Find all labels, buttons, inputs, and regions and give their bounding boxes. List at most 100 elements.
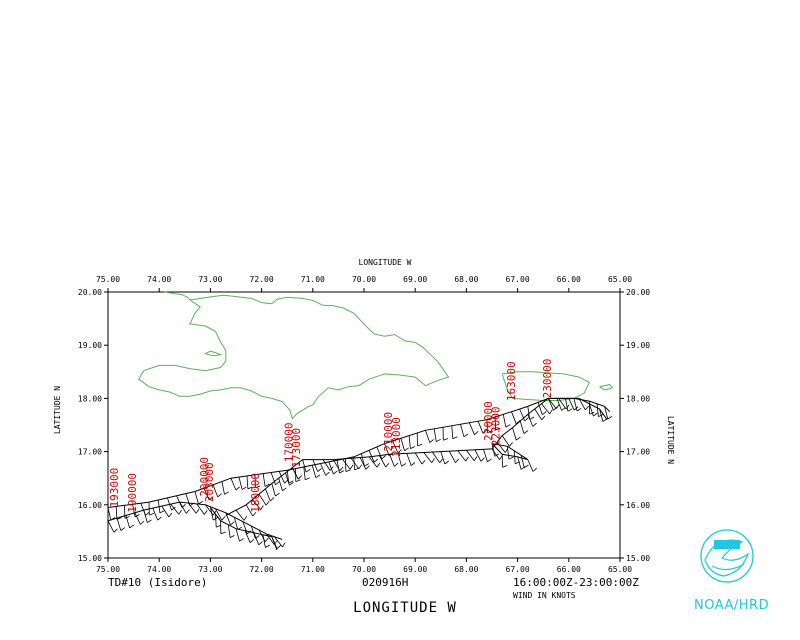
x-tick-label-bottom: 74.00	[147, 565, 171, 574]
wind-barb-feather	[436, 438, 441, 442]
wind-barb	[238, 476, 243, 490]
wind-barb	[203, 488, 210, 501]
wind-barb	[512, 427, 517, 441]
wind-barb	[397, 453, 402, 467]
wind-barb-feather	[487, 430, 493, 434]
wind-barb	[541, 403, 550, 415]
wind-barb	[235, 528, 240, 542]
wind-barb	[341, 458, 351, 470]
wind-barb-feather	[221, 516, 226, 521]
wind-barb	[345, 458, 347, 472]
wind-barb	[252, 499, 262, 510]
wind-barb-feather	[421, 459, 426, 465]
wind-barb-feather	[241, 486, 247, 490]
wind-barb-feather	[376, 462, 381, 468]
wind-barb	[596, 403, 599, 417]
wind-barb	[474, 449, 482, 462]
wind-barb-feather	[523, 430, 529, 434]
wind-barb-feather	[381, 455, 386, 460]
wind-barb-feather	[509, 442, 513, 447]
wind-barb-feather	[598, 414, 604, 417]
x-tick-label-bottom: 71.00	[301, 565, 325, 574]
wind-barb	[588, 403, 594, 417]
wind-barb-feather	[252, 512, 257, 517]
wind-barb-feather	[394, 462, 399, 467]
wind-barb	[161, 505, 170, 518]
wind-barb	[270, 472, 276, 485]
y-tick-label-right: 16.00	[626, 501, 650, 510]
wind-barb	[212, 484, 219, 498]
wind-barb	[537, 402, 543, 415]
wind-barb-feather	[561, 406, 566, 411]
wind-barb-feather	[297, 475, 302, 480]
flight-time-label: 213000	[390, 417, 403, 457]
x-tick-label-top: 72.00	[250, 275, 274, 284]
wind-barb-feather	[585, 405, 589, 411]
wind-barb	[291, 467, 299, 480]
wind-barb-feather	[602, 418, 608, 422]
wind-barb-feather	[385, 462, 390, 468]
wind-barb-feather	[549, 409, 553, 415]
plot-axes: 75.00 75.00 74.00 74.00 73.00 73.00 72.00 72.00…	[78, 275, 650, 574]
right-axis-title: LATITUDE N	[666, 416, 675, 464]
flight-tracks	[107, 397, 611, 551]
wind-barb-feather	[452, 436, 458, 440]
wind-barb-feather	[212, 510, 217, 516]
wind-barb-feather	[358, 464, 363, 470]
wind-barb-feather	[235, 486, 240, 491]
wind-barb-feather	[373, 458, 379, 463]
wind-barb-feather	[282, 542, 286, 548]
wind-barb-feather	[429, 439, 434, 443]
wind-barb-feather	[147, 519, 152, 523]
wind-barb-feather	[567, 408, 573, 412]
wind-barb-feather	[401, 463, 406, 467]
wind-barb-feather	[524, 464, 529, 469]
wind-barb-feather	[516, 436, 521, 441]
wind-barb	[511, 411, 517, 424]
wind-barb	[502, 414, 507, 428]
wind-barb	[578, 398, 586, 410]
units-label: WIND IN KNOTS	[513, 591, 576, 600]
wind-barb	[496, 442, 506, 453]
wind-barb	[494, 416, 496, 431]
time-range: 16:00:00Z-23:00:00Z	[513, 576, 639, 589]
bottom-axis-title: LONGITUDE W	[353, 600, 457, 616]
date-label: 020916H	[362, 576, 408, 589]
wind-barb	[303, 466, 306, 480]
wind-barb	[245, 504, 254, 517]
wind-barb-feather	[524, 417, 529, 422]
wind-barb-feather	[589, 411, 595, 415]
wind-barb-feather	[134, 514, 140, 518]
wind-barb-feather	[305, 477, 310, 481]
y-tick-label-left: 17.00	[78, 448, 102, 457]
y-tick-label-right: 15.00	[626, 554, 650, 563]
coastline	[599, 384, 614, 391]
wind-barb	[423, 452, 433, 463]
wind-barb-feather	[237, 526, 243, 531]
wind-barb-feather	[529, 416, 535, 420]
x-tick-label-bottom: 69.00	[403, 565, 427, 574]
wind-barb	[466, 450, 475, 461]
wind-barb	[262, 534, 266, 548]
flight-time-label: 170000	[282, 422, 295, 462]
wind-barb	[468, 422, 475, 435]
x-tick-label-bottom: 67.00	[506, 565, 530, 574]
wind-barb	[322, 459, 331, 471]
wind-barb-feather	[255, 485, 261, 489]
wind-barb	[460, 424, 465, 437]
wind-barb	[170, 503, 180, 515]
wind-barb-feather	[439, 458, 444, 463]
x-tick-label-top: 67.00	[506, 275, 530, 284]
wind-barb-feather	[288, 480, 294, 484]
wind-barb-feather	[270, 497, 275, 502]
wind-barb	[451, 425, 454, 439]
wind-barb-feather	[553, 406, 558, 411]
x-tick-label-top: 74.00	[147, 275, 171, 284]
wind-barb	[527, 414, 534, 427]
y-tick-label-left: 18.00	[78, 394, 102, 403]
y-tick-label-left: 15.00	[78, 554, 102, 563]
x-tick-label-bottom: 75.00	[96, 565, 120, 574]
coastline	[138, 291, 450, 420]
x-tick-label-top: 70.00	[352, 275, 376, 284]
y-tick-label-right: 17.00	[626, 448, 650, 457]
